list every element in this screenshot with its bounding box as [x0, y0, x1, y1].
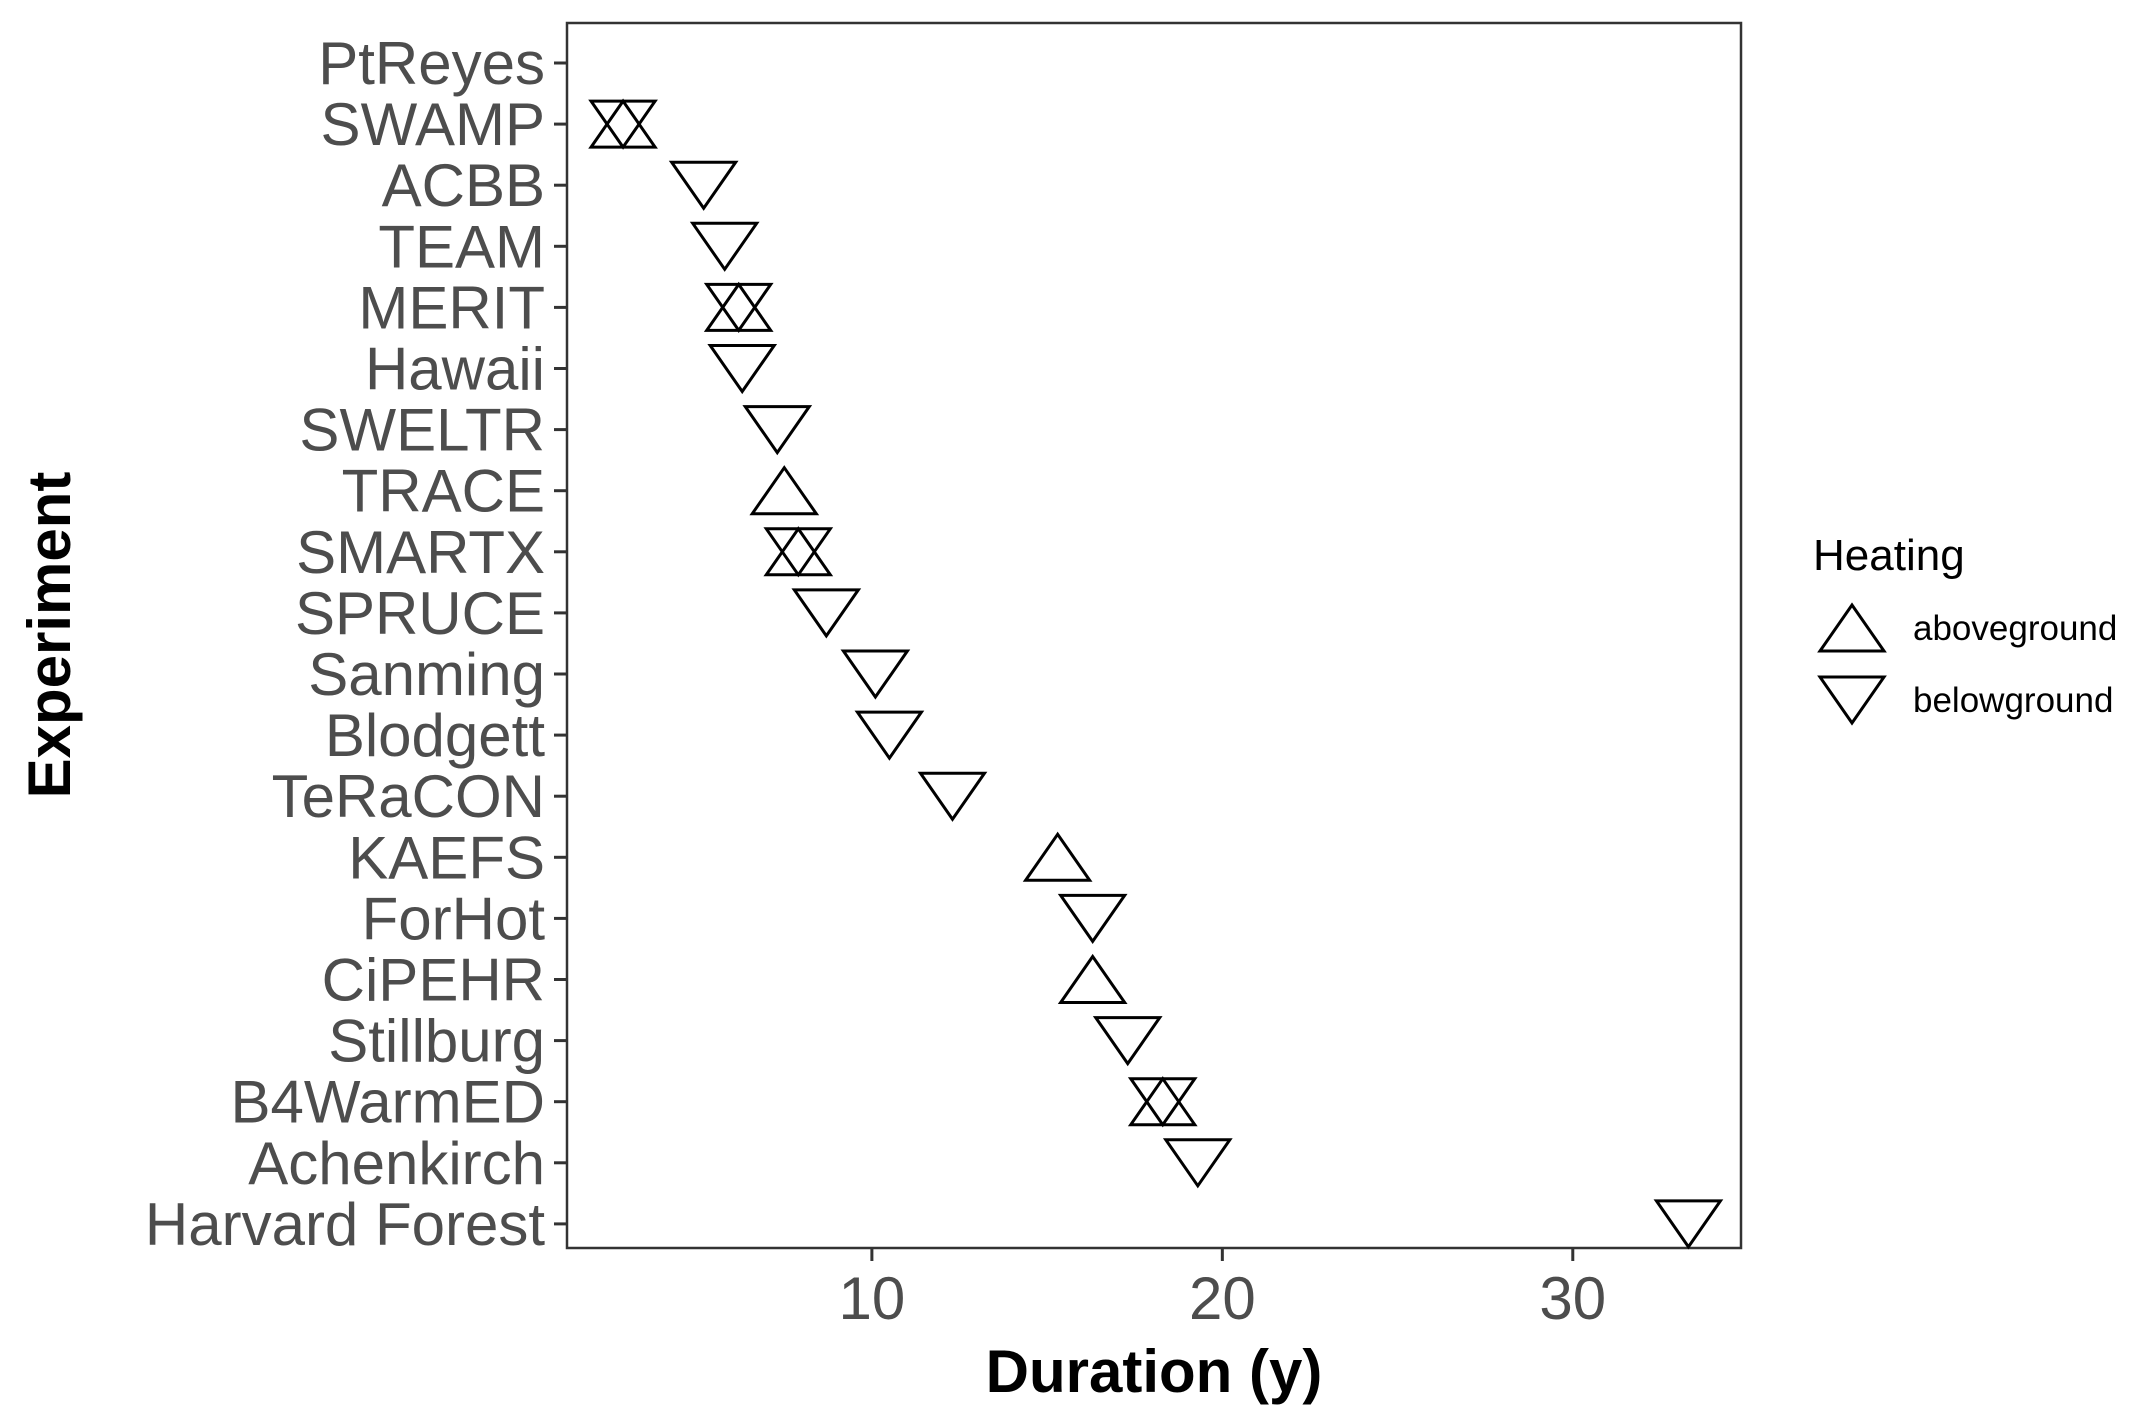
- data-markers: [588, 98, 1724, 1250]
- y-tick-label: SWELTR: [299, 397, 545, 464]
- y-tick-label: CiPEHR: [322, 947, 545, 1014]
- x-axis: 10 20 30: [839, 1248, 1606, 1332]
- y-tick-label: SMARTX: [296, 519, 545, 586]
- y-tick-label: Harvard Forest: [145, 1191, 545, 1258]
- y-tick-label: B4WarmED: [231, 1069, 545, 1136]
- belowground-point: [763, 527, 834, 578]
- y-tick-label: Sanming: [308, 641, 545, 708]
- y-axis: PtReyesSWAMPACBBTEAMMERITHawaiiSWELTRTRA…: [145, 30, 567, 1258]
- belowground-point: [840, 649, 911, 700]
- x-tick-label: 20: [1189, 1265, 1256, 1332]
- y-tick-label: TEAM: [378, 213, 545, 280]
- belowground-point: [1127, 1077, 1198, 1128]
- belowground-point: [1653, 1199, 1724, 1250]
- belowground-point: [791, 588, 862, 639]
- belowground-point: [1057, 893, 1128, 945]
- belowground-point: [854, 710, 925, 761]
- legend-label: aboveground: [1913, 609, 2117, 648]
- belowground-point: [1162, 1138, 1233, 1189]
- y-tick-label: ForHot: [362, 885, 546, 952]
- belowground-point: [1092, 1016, 1163, 1067]
- legend-title: Heating: [1813, 531, 1965, 580]
- belowground-point: [917, 771, 988, 822]
- legend-label: belowground: [1913, 681, 2113, 720]
- belowground-point: [707, 344, 778, 395]
- legend: Heating aboveground belowground: [1813, 531, 2117, 726]
- x-tick-label: 10: [839, 1265, 906, 1332]
- aboveground-point: [749, 465, 820, 516]
- y-tick-label: KAEFS: [348, 824, 545, 891]
- y-tick-label: TRACE: [342, 458, 545, 525]
- x-axis-title: Duration (y): [986, 1338, 1323, 1405]
- y-tick-label: TeRaCON: [272, 763, 545, 830]
- y-tick-label: MERIT: [358, 274, 545, 341]
- legend-key-aboveground: [1817, 602, 1887, 653]
- aboveground-point: [1022, 831, 1093, 882]
- plot-panel: [565, 21, 1743, 1250]
- y-tick-label: ACBB: [382, 152, 545, 219]
- belowground-point: [742, 405, 813, 456]
- y-tick-label: Achenkirch: [248, 1130, 545, 1197]
- y-tick-label: Blodgett: [325, 702, 545, 769]
- y-axis-title: Experiment: [16, 472, 83, 799]
- belowground-point: [689, 221, 760, 272]
- aboveground-point: [1057, 953, 1128, 1004]
- legend-key-belowground: [1817, 675, 1887, 726]
- y-tick-label: Stillburg: [328, 1008, 545, 1075]
- y-tick-label: SWAMP: [321, 91, 545, 158]
- y-tick-label: PtReyes: [318, 30, 545, 97]
- belowground-point: [703, 282, 774, 334]
- belowground-point: [588, 99, 658, 150]
- y-tick-label: SPRUCE: [295, 580, 545, 647]
- x-tick-label: 30: [1539, 1265, 1606, 1332]
- y-tick-label: Hawaii: [365, 336, 545, 403]
- belowground-point: [668, 160, 739, 211]
